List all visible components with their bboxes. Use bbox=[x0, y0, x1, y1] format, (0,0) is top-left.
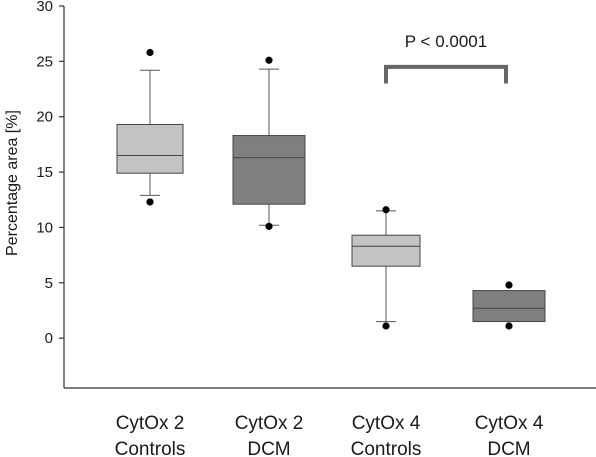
significance-annotation: P < 0.0001 bbox=[384, 32, 508, 84]
category-label-line2: Controls bbox=[115, 439, 186, 457]
box-1 bbox=[116, 48, 184, 206]
category-label-line2: Controls bbox=[351, 439, 422, 457]
significance-bracket bbox=[384, 64, 508, 84]
axis-labels: Percentage area [%] CytOx 2 Controls CytOx … bbox=[4, 110, 544, 457]
y-tick-label: 10 bbox=[36, 219, 53, 236]
outlier-point bbox=[382, 206, 390, 214]
chart-axes: 0 5 10 15 20 25 30 bbox=[36, 0, 596, 389]
y-tick-label: 25 bbox=[36, 53, 53, 70]
outlier-point bbox=[382, 322, 390, 330]
p-value-label: P < 0.0001 bbox=[405, 32, 487, 51]
box-2 bbox=[232, 56, 306, 230]
box-iqr bbox=[351, 234, 421, 267]
category-label-line1: CytOx 4 bbox=[475, 413, 544, 434]
outlier-point bbox=[146, 48, 154, 57]
box-series bbox=[116, 48, 546, 330]
box-iqr bbox=[116, 123, 184, 174]
outlier-point bbox=[265, 56, 273, 64]
outlier-point bbox=[146, 198, 154, 206]
outlier-point bbox=[505, 322, 513, 330]
category-label-line1: CytOx 2 bbox=[235, 413, 304, 434]
outlier-point bbox=[505, 281, 513, 289]
y-tick-label: 5 bbox=[45, 275, 53, 292]
y-tick-label: 20 bbox=[36, 109, 53, 126]
box-4 bbox=[472, 281, 546, 330]
category-label-line1: CytOx 2 bbox=[116, 413, 185, 434]
box-iqr bbox=[232, 135, 306, 205]
box-iqr bbox=[472, 290, 546, 323]
category-label-line2: DCM bbox=[487, 439, 530, 457]
y-tick-label: 15 bbox=[36, 164, 53, 181]
y-axis-label: Percentage area [%] bbox=[4, 110, 21, 256]
category-label-line1: CytOx 4 bbox=[352, 413, 421, 434]
category-label-line2: DCM bbox=[247, 439, 290, 457]
outlier-point bbox=[265, 222, 273, 230]
box-3 bbox=[351, 206, 421, 330]
y-tick-label: 0 bbox=[45, 330, 53, 347]
y-tick-label: 30 bbox=[36, 0, 53, 15]
